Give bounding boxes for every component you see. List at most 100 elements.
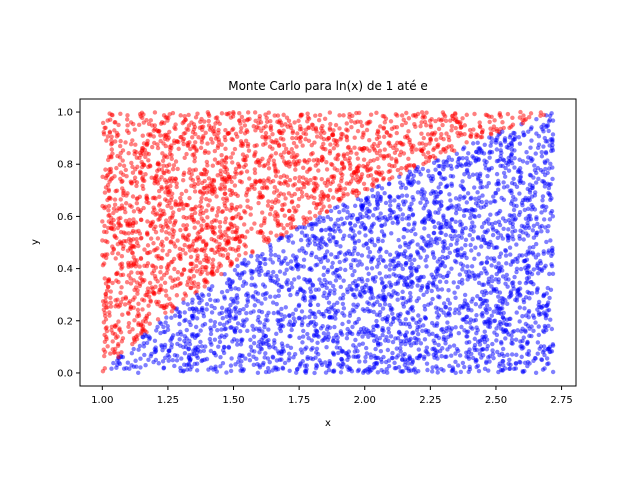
point-above-curve [425,150,431,155]
point-below-curve [431,230,436,236]
point-below-curve [341,278,346,283]
point-above-curve [257,163,262,168]
point-above-curve [298,139,303,144]
point-below-curve [476,280,482,286]
point-below-curve [326,335,332,340]
point-below-curve [270,260,275,265]
point-above-curve [120,158,125,163]
point-below-curve [524,276,530,281]
point-below-curve [463,161,469,167]
point-below-curve [447,221,452,226]
point-below-curve [276,288,282,293]
point-above-curve [296,118,301,124]
point-below-curve [380,238,385,244]
point-below-curve [203,344,208,349]
point-above-curve [146,158,151,163]
point-above-curve [328,142,333,147]
point-below-curve [202,321,208,327]
point-above-curve [384,129,389,135]
point-below-curve [546,323,551,329]
point-below-curve [530,250,535,255]
point-above-curve [460,116,465,121]
point-above-curve [382,114,387,119]
point-below-curve [441,301,447,306]
point-below-curve [166,348,171,353]
point-above-curve [365,161,371,166]
point-above-curve [126,311,131,317]
point-below-curve [403,261,409,266]
point-above-curve [381,177,386,182]
point-below-curve [387,274,392,279]
point-below-curve [527,213,533,218]
point-above-curve [268,127,274,132]
point-below-curve [506,217,512,223]
point-above-curve [204,196,209,202]
point-below-curve [350,307,356,313]
point-below-curve [470,172,476,177]
point-below-curve [447,306,453,312]
point-below-curve [340,296,346,301]
point-below-curve [294,370,299,375]
point-below-curve [241,306,246,312]
point-below-curve [336,350,341,356]
point-below-curve [514,184,520,190]
point-below-curve [298,237,304,243]
point-below-curve [489,313,494,318]
point-above-curve [497,112,502,118]
point-below-curve [338,266,343,271]
point-below-curve [495,181,501,186]
point-below-curve [204,356,210,362]
point-above-curve [294,144,299,149]
point-below-curve [452,234,458,239]
point-below-curve [376,183,382,189]
point-below-curve [425,168,431,174]
point-above-curve [263,124,268,129]
point-below-curve [178,368,183,374]
point-below-curve [409,228,414,234]
point-above-curve [276,193,281,198]
point-below-curve [259,309,265,315]
point-above-curve [113,139,118,144]
point-above-curve [314,134,320,139]
point-below-curve [177,313,183,319]
point-below-curve [539,210,544,215]
point-below-curve [443,184,449,190]
point-above-curve [222,191,228,196]
point-below-curve [494,147,500,152]
point-below-curve [524,150,529,155]
point-below-curve [414,268,419,273]
point-below-curve [456,156,461,162]
point-above-curve [175,166,180,172]
point-below-curve [383,200,389,206]
point-above-curve [164,304,169,310]
point-below-curve [361,243,366,248]
point-below-curve [454,151,460,156]
point-below-curve [257,350,262,355]
point-below-curve [486,281,491,286]
point-above-curve [392,163,397,169]
point-above-curve [308,216,313,221]
point-above-curve [140,279,146,284]
point-below-curve [285,261,290,267]
point-above-curve [286,208,292,214]
point-above-curve [106,219,112,224]
point-above-curve [174,181,179,186]
point-below-curve [212,337,218,342]
point-below-curve [418,245,423,250]
point-below-curve [378,247,383,252]
point-above-curve [169,156,174,161]
point-below-curve [326,367,332,373]
point-below-curve [285,343,290,348]
point-above-curve [178,227,183,233]
point-below-curve [403,249,408,254]
point-above-curve [281,173,287,178]
point-below-curve [506,227,511,232]
point-below-curve [388,195,393,200]
point-below-curve [276,311,281,316]
point-above-curve [500,120,505,125]
point-above-curve [163,310,168,315]
point-above-curve [291,183,296,188]
point-below-curve [503,281,508,286]
point-below-curve [503,218,508,224]
point-below-curve [480,193,485,198]
